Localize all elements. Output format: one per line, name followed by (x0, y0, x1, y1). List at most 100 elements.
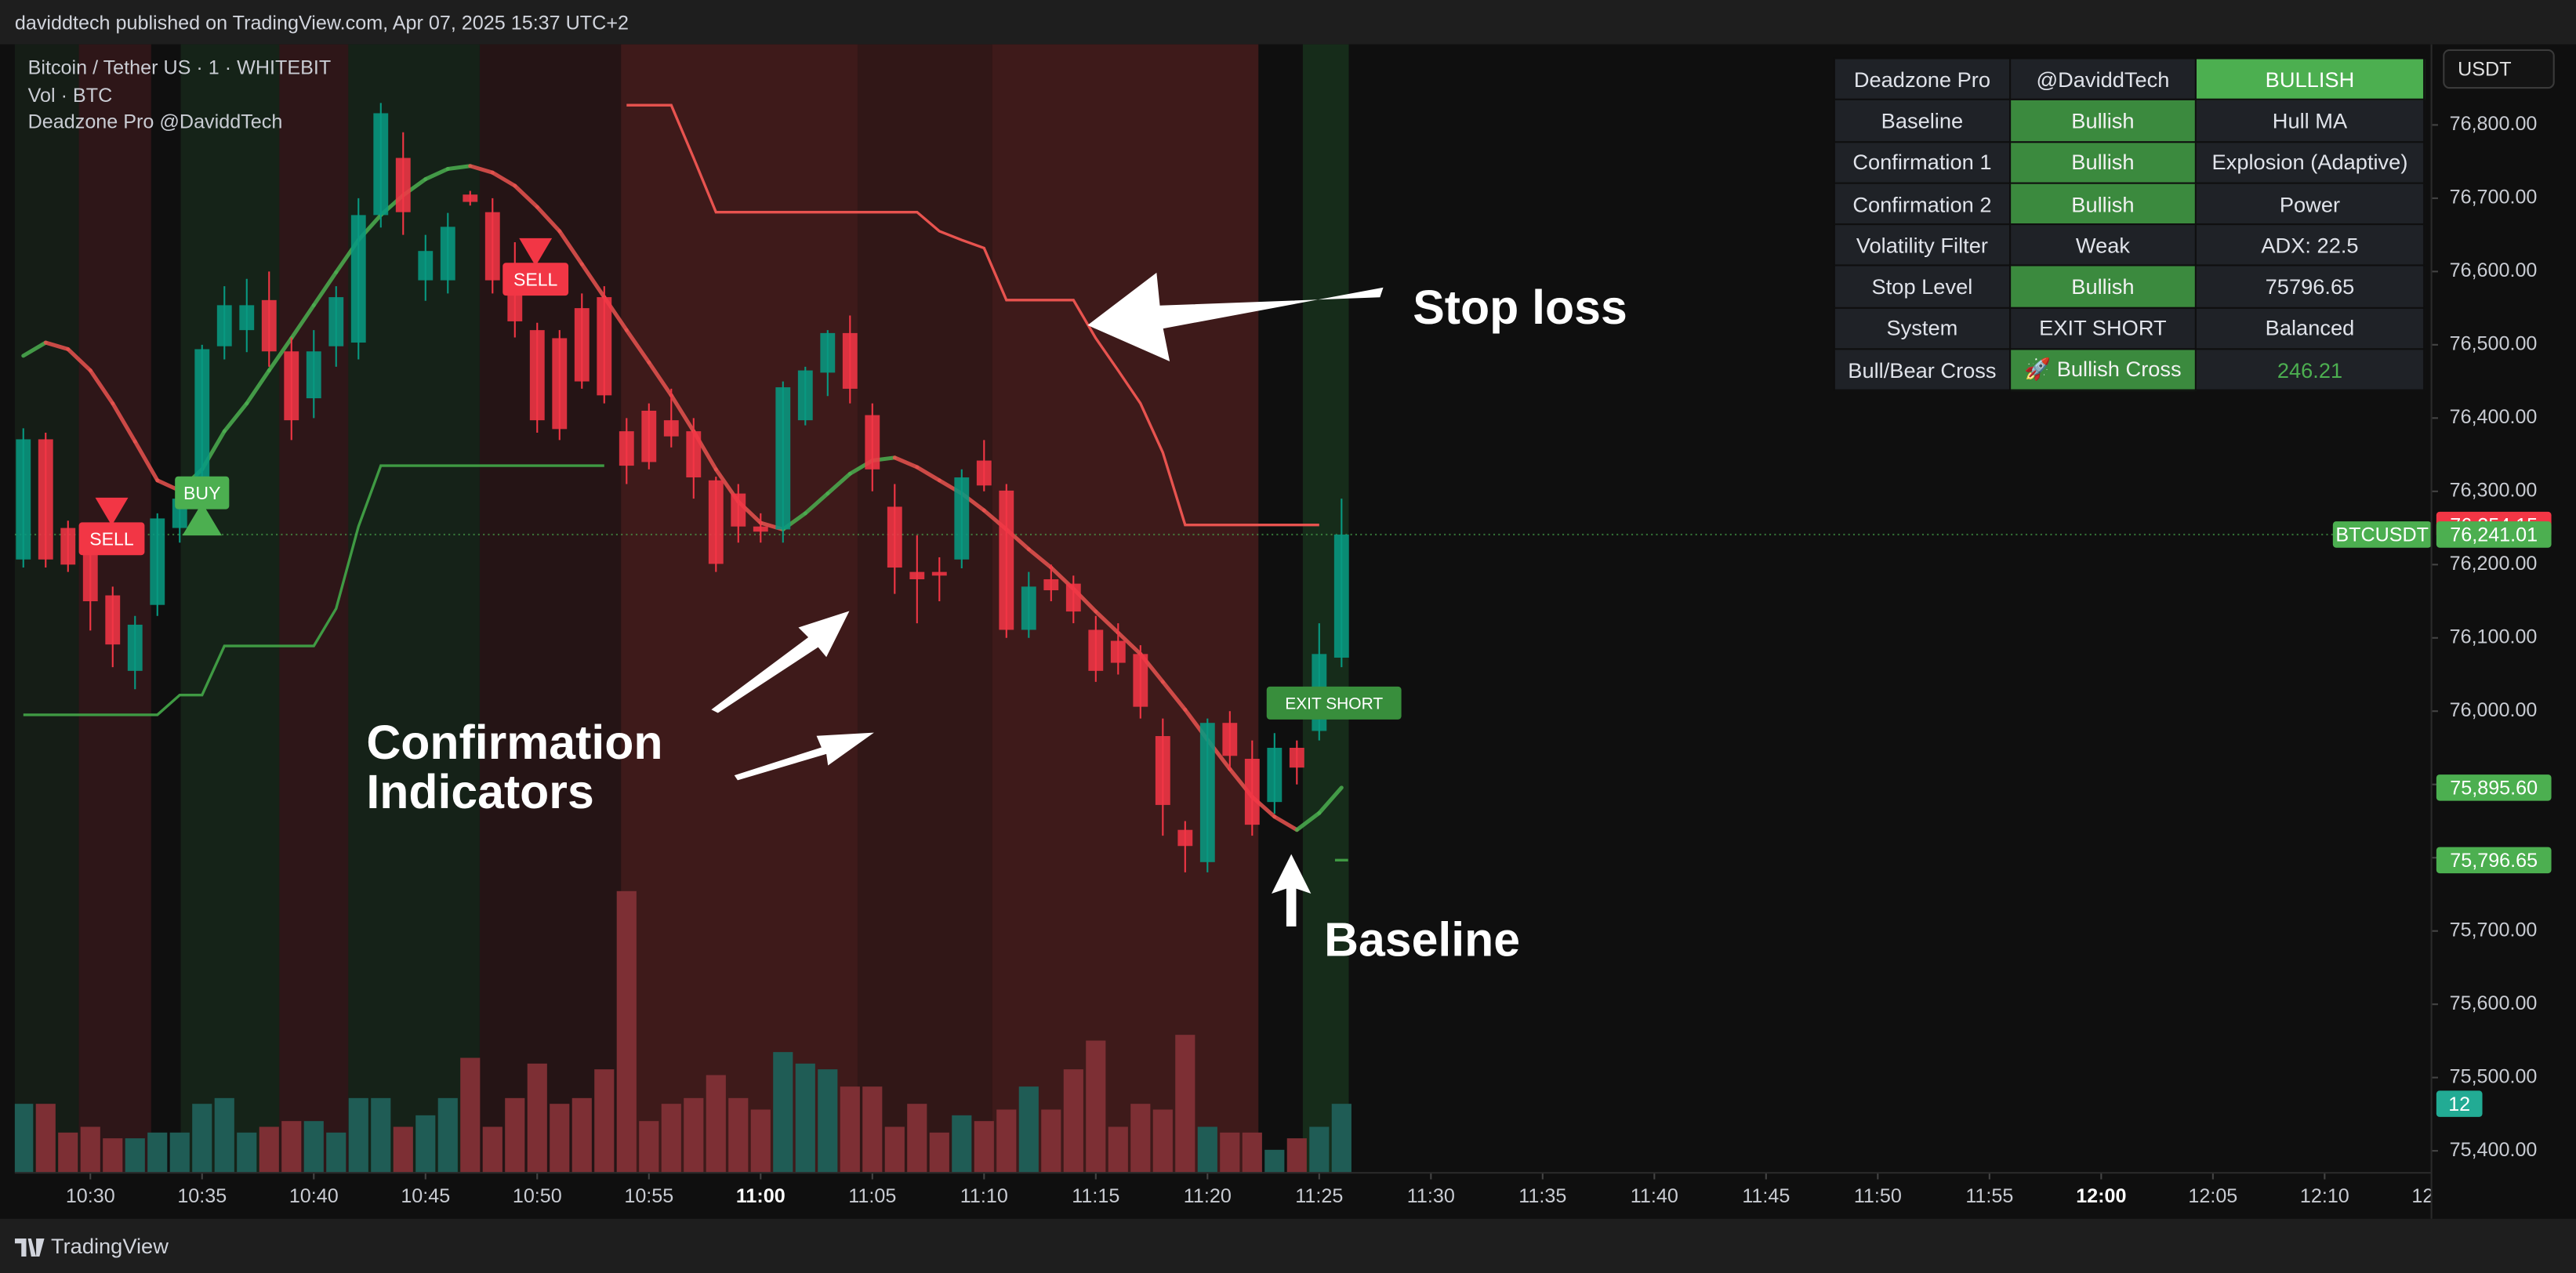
table-cell: Bullish (2008, 140, 2197, 184)
volume-tag-label: 12 (2448, 1093, 2470, 1115)
baseline-segment (311, 270, 339, 307)
signal-box (78, 522, 145, 556)
zone (180, 44, 280, 1173)
volume-bar (371, 1097, 391, 1173)
logo (14, 1238, 45, 1257)
baseline-segment (513, 183, 539, 209)
candle-body (261, 299, 277, 352)
volume-bar (706, 1075, 726, 1173)
x-tick-label: 10:40 (289, 1185, 339, 1207)
zone (621, 44, 858, 1173)
signal-label: EXIT SHORT (1285, 695, 1383, 713)
y-tick-label: 75,700.00 (2450, 919, 2538, 941)
baseline-segment (535, 205, 562, 234)
volume-bar (14, 1104, 34, 1173)
table-cell: EXIT SHORT (2008, 306, 2197, 350)
table-cell: Bullish (2008, 99, 2197, 143)
table-row: Volatility Filter Weak ADX: 22.5 (1833, 223, 2425, 267)
price-tag (2436, 521, 2552, 548)
candle-body (619, 431, 634, 466)
volume-bar (169, 1132, 190, 1173)
volume-bar (1175, 1035, 1195, 1173)
candle-body (552, 338, 568, 430)
volume-bar (550, 1104, 570, 1173)
y-tick-label: 75,500.00 (2450, 1065, 2538, 1087)
x-tick-label: 11:40 (1631, 1185, 1678, 1207)
table-row: System EXIT SHORT Balanced (1833, 306, 2425, 350)
table-cell: Weak (2008, 223, 2197, 267)
footer: TradingView (0, 1218, 2576, 1273)
baseline-segment (1294, 811, 1322, 832)
zone (279, 44, 349, 1173)
volume-bar (437, 1097, 458, 1173)
table-cell: Bullish (2008, 182, 2197, 226)
candle-body (1065, 583, 1081, 612)
volume-bar (348, 1097, 368, 1173)
volume-bar (103, 1138, 123, 1173)
volume-bar (952, 1115, 972, 1173)
table-cell: Bullish (2008, 265, 2197, 309)
table-cell: ADX: 22.5 (2194, 223, 2425, 267)
table-cell: Hull MA (2194, 99, 2425, 143)
volume-bar (1108, 1126, 1128, 1173)
candle-body (931, 571, 947, 576)
table-row: Deadzone Pro @DaviddTech BULLISH (1833, 57, 2425, 101)
volume-bar (1018, 1086, 1039, 1173)
annotation: Confirmation Indicators (366, 717, 663, 820)
signal-marker (182, 502, 222, 536)
legend-indicator[interactable]: Deadzone Pro @DaviddTech (27, 110, 283, 133)
candle-body (328, 297, 344, 346)
baseline-segment (88, 368, 115, 406)
candle-body (820, 332, 836, 373)
volume-bar (750, 1109, 771, 1173)
table-cell: Explosion (Adaptive) (2194, 140, 2425, 184)
stop-line (626, 103, 1319, 527)
volume-bar (974, 1121, 994, 1173)
candle-body (753, 526, 768, 532)
signal-layer: SELL BUY SELL EXIT SHORT (78, 238, 1402, 720)
candle-body (1244, 759, 1260, 825)
volume-bar (818, 1069, 838, 1173)
currency-button[interactable]: USDT (2443, 49, 2555, 89)
price-tag-label: 75,895.60 (2450, 778, 2538, 800)
table-cell: 246.21 (2194, 348, 2425, 392)
legend-symbol[interactable]: Bitcoin / Tether US · 1 · WHITEBIT (27, 56, 332, 79)
signal-label: BUY (183, 483, 220, 503)
candle-body (418, 251, 434, 281)
baseline-segment (222, 401, 249, 433)
volume-bar (795, 1063, 815, 1173)
baseline-segment (289, 303, 316, 340)
baseline-segment (490, 170, 517, 188)
y-tick-label: 76,700.00 (2450, 187, 2538, 209)
volume-bar (58, 1132, 78, 1173)
candle-body (999, 490, 1014, 630)
legend-volume[interactable]: Vol · BTC (27, 82, 113, 107)
price-tag (2436, 847, 2552, 874)
candle-body (529, 330, 545, 421)
candle-body (284, 351, 299, 421)
baseline-segment (468, 164, 495, 175)
baseline-segment (892, 455, 920, 470)
table-row: Confirmation 1 Bullish Explosion (Adaptive… (1833, 140, 2425, 184)
candle-body (1289, 747, 1304, 768)
baseline-segment (624, 328, 651, 364)
zones (14, 44, 1349, 1173)
baseline-segment (803, 491, 830, 516)
symbol-tag-label: BTCUSDT (2335, 524, 2429, 546)
baseline-segment (647, 360, 673, 397)
candle-body (194, 349, 210, 478)
x-tick-label: 10:35 (177, 1185, 227, 1207)
baseline-segment (21, 340, 48, 358)
x-tick-label: 11:50 (1854, 1185, 1902, 1207)
volume-bar (661, 1104, 681, 1173)
table-cell: Volatility Filter (1833, 223, 2012, 267)
x-tick-label: 12:10 (2300, 1185, 2349, 1207)
candle-body (641, 410, 657, 462)
symbol-tag (2332, 521, 2432, 548)
volume-bar (1041, 1109, 1061, 1173)
volume-bar (393, 1126, 413, 1173)
volume-bar (571, 1097, 592, 1173)
x-tick-label: 12:00 (2076, 1185, 2126, 1207)
volume-bar (303, 1121, 324, 1173)
volume-bar (684, 1097, 704, 1173)
